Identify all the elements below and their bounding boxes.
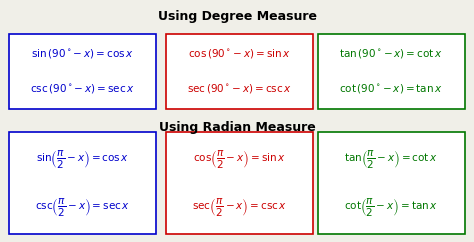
Text: $\sin\!\left(\dfrac{\pi}{2}-x\right)=\cos x$: $\sin\!\left(\dfrac{\pi}{2}-x\right)=\co… [36,148,129,170]
Text: $\tan\!\left(\dfrac{\pi}{2}-x\right)=\cot x$: $\tan\!\left(\dfrac{\pi}{2}-x\right)=\co… [344,148,438,170]
FancyBboxPatch shape [318,34,465,109]
FancyBboxPatch shape [166,132,313,234]
FancyBboxPatch shape [9,132,156,234]
Text: Using Degree Measure: Using Degree Measure [157,10,317,23]
Text: $\tan\left(90^\circ\!-x\right)=\cot x$: $\tan\left(90^\circ\!-x\right)=\cot x$ [339,47,443,60]
Text: $\cot\left(90^\circ\!-x\right)=\tan x$: $\cot\left(90^\circ\!-x\right)=\tan x$ [339,82,443,95]
Text: $\csc\!\left(\dfrac{\pi}{2}-x\right)=\sec x$: $\csc\!\left(\dfrac{\pi}{2}-x\right)=\se… [36,196,130,218]
FancyBboxPatch shape [166,34,313,109]
Text: $\sin\left(90^\circ\!-x\right)=\cos x$: $\sin\left(90^\circ\!-x\right)=\cos x$ [31,47,135,60]
Text: $\cot\!\left(\dfrac{\pi}{2}-x\right)=\tan x$: $\cot\!\left(\dfrac{\pi}{2}-x\right)=\ta… [344,196,438,218]
Text: $\sec\!\left(\dfrac{\pi}{2}-x\right)=\csc x$: $\sec\!\left(\dfrac{\pi}{2}-x\right)=\cs… [192,196,287,218]
Text: $\cos\!\left(\dfrac{\pi}{2}-x\right)=\sin x$: $\cos\!\left(\dfrac{\pi}{2}-x\right)=\si… [193,148,286,170]
FancyBboxPatch shape [318,132,465,234]
Text: $\csc\left(90^\circ\!-x\right)=\sec x$: $\csc\left(90^\circ\!-x\right)=\sec x$ [30,82,136,95]
Text: $\sec\left(90^\circ\!-x\right)=\csc x$: $\sec\left(90^\circ\!-x\right)=\csc x$ [187,82,292,95]
FancyBboxPatch shape [9,34,156,109]
Text: $\cos\left(90^\circ\!-x\right)=\sin x$: $\cos\left(90^\circ\!-x\right)=\sin x$ [188,47,291,60]
Text: Using Radian Measure: Using Radian Measure [159,121,315,134]
